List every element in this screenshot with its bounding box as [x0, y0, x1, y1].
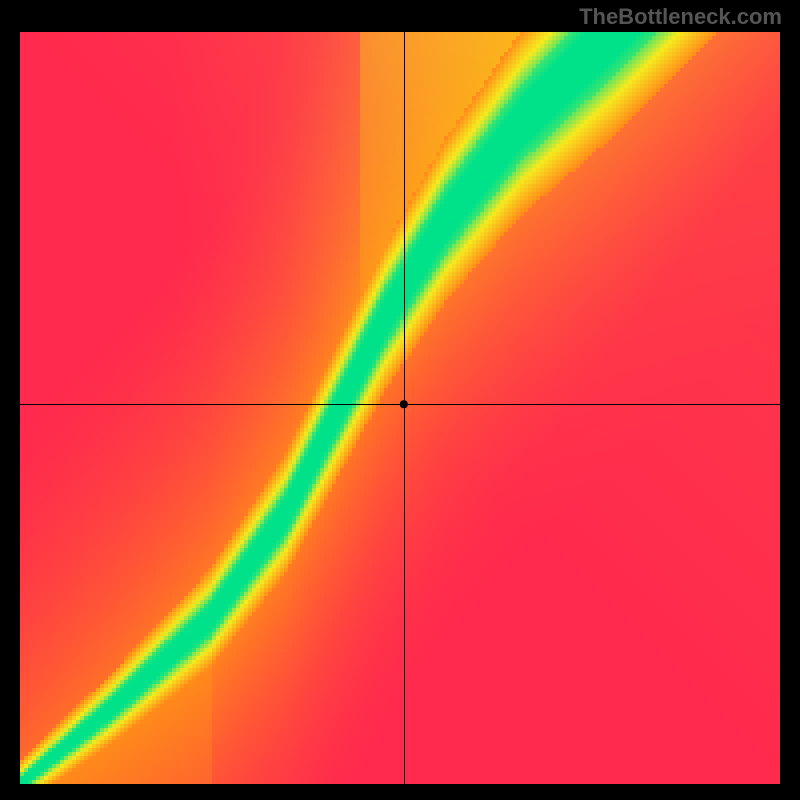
- heatmap-canvas: [0, 0, 800, 800]
- watermark-text: TheBottleneck.com: [579, 4, 782, 30]
- chart-container: TheBottleneck.com: [0, 0, 800, 800]
